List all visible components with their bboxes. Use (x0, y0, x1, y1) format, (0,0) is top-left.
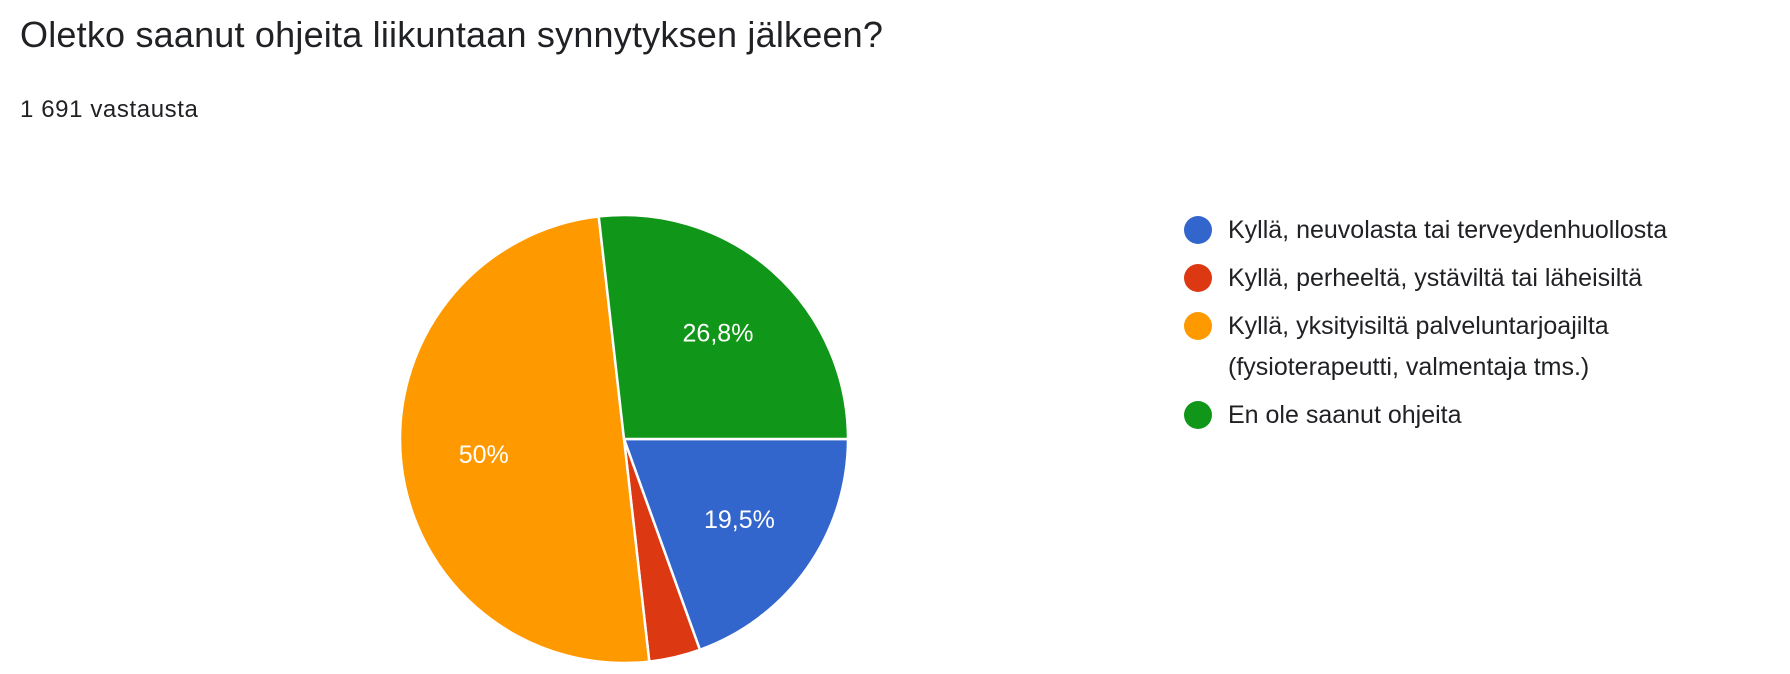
legend-swatch-1 (1184, 216, 1212, 244)
legend-swatch-3 (1184, 312, 1212, 340)
legend-label-3-line-1: Kyllä, yksityisiltä palveluntarjoajilta (1228, 312, 1609, 340)
legend-label-1: Kyllä, neuvolasta tai terveydenhuollosta (1228, 216, 1667, 244)
legend: Kyllä, neuvolasta tai terveydenhuollosta… (1184, 216, 1667, 429)
legend-swatch-2 (1184, 264, 1212, 292)
legend-swatch-4 (1184, 401, 1212, 429)
pie-slices (398, 213, 850, 665)
chart-title: Oletko saanut ohjeita liikuntaan synnyty… (20, 14, 884, 55)
pie-slice-4[interactable] (597, 213, 850, 441)
legend-label-3-line-2: (fysioterapeutti, valmentaja tms.) (1228, 353, 1589, 381)
pie-slice-label-4: 26,8% (683, 320, 754, 348)
pie-slice-3[interactable] (398, 215, 651, 665)
legend-item-4[interactable]: En ole saanut ohjeita (1184, 401, 1462, 429)
legend-label-2: Kyllä, perheeltä, ystäviltä tai läheisil… (1228, 264, 1642, 292)
legend-label-4: En ole saanut ohjeita (1228, 401, 1462, 429)
legend-item-3[interactable]: Kyllä, yksityisiltä palveluntarjoajilta (… (1184, 312, 1609, 381)
legend-item-1[interactable]: Kyllä, neuvolasta tai terveydenhuollosta (1184, 216, 1667, 244)
response-count: 1 691 vastausta (20, 96, 199, 123)
legend-item-2[interactable]: Kyllä, perheeltä, ystäviltä tai läheisil… (1184, 264, 1642, 292)
pie-slice-label-3: 50% (459, 441, 509, 469)
pie-slice-label-1: 19,5% (704, 506, 775, 534)
pie-labels: 19,5% 50% 26,8% (459, 320, 775, 534)
pie-slice-1[interactable] (622, 437, 850, 652)
